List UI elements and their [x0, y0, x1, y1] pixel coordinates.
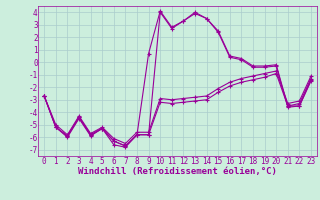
X-axis label: Windchill (Refroidissement éolien,°C): Windchill (Refroidissement éolien,°C)	[78, 167, 277, 176]
